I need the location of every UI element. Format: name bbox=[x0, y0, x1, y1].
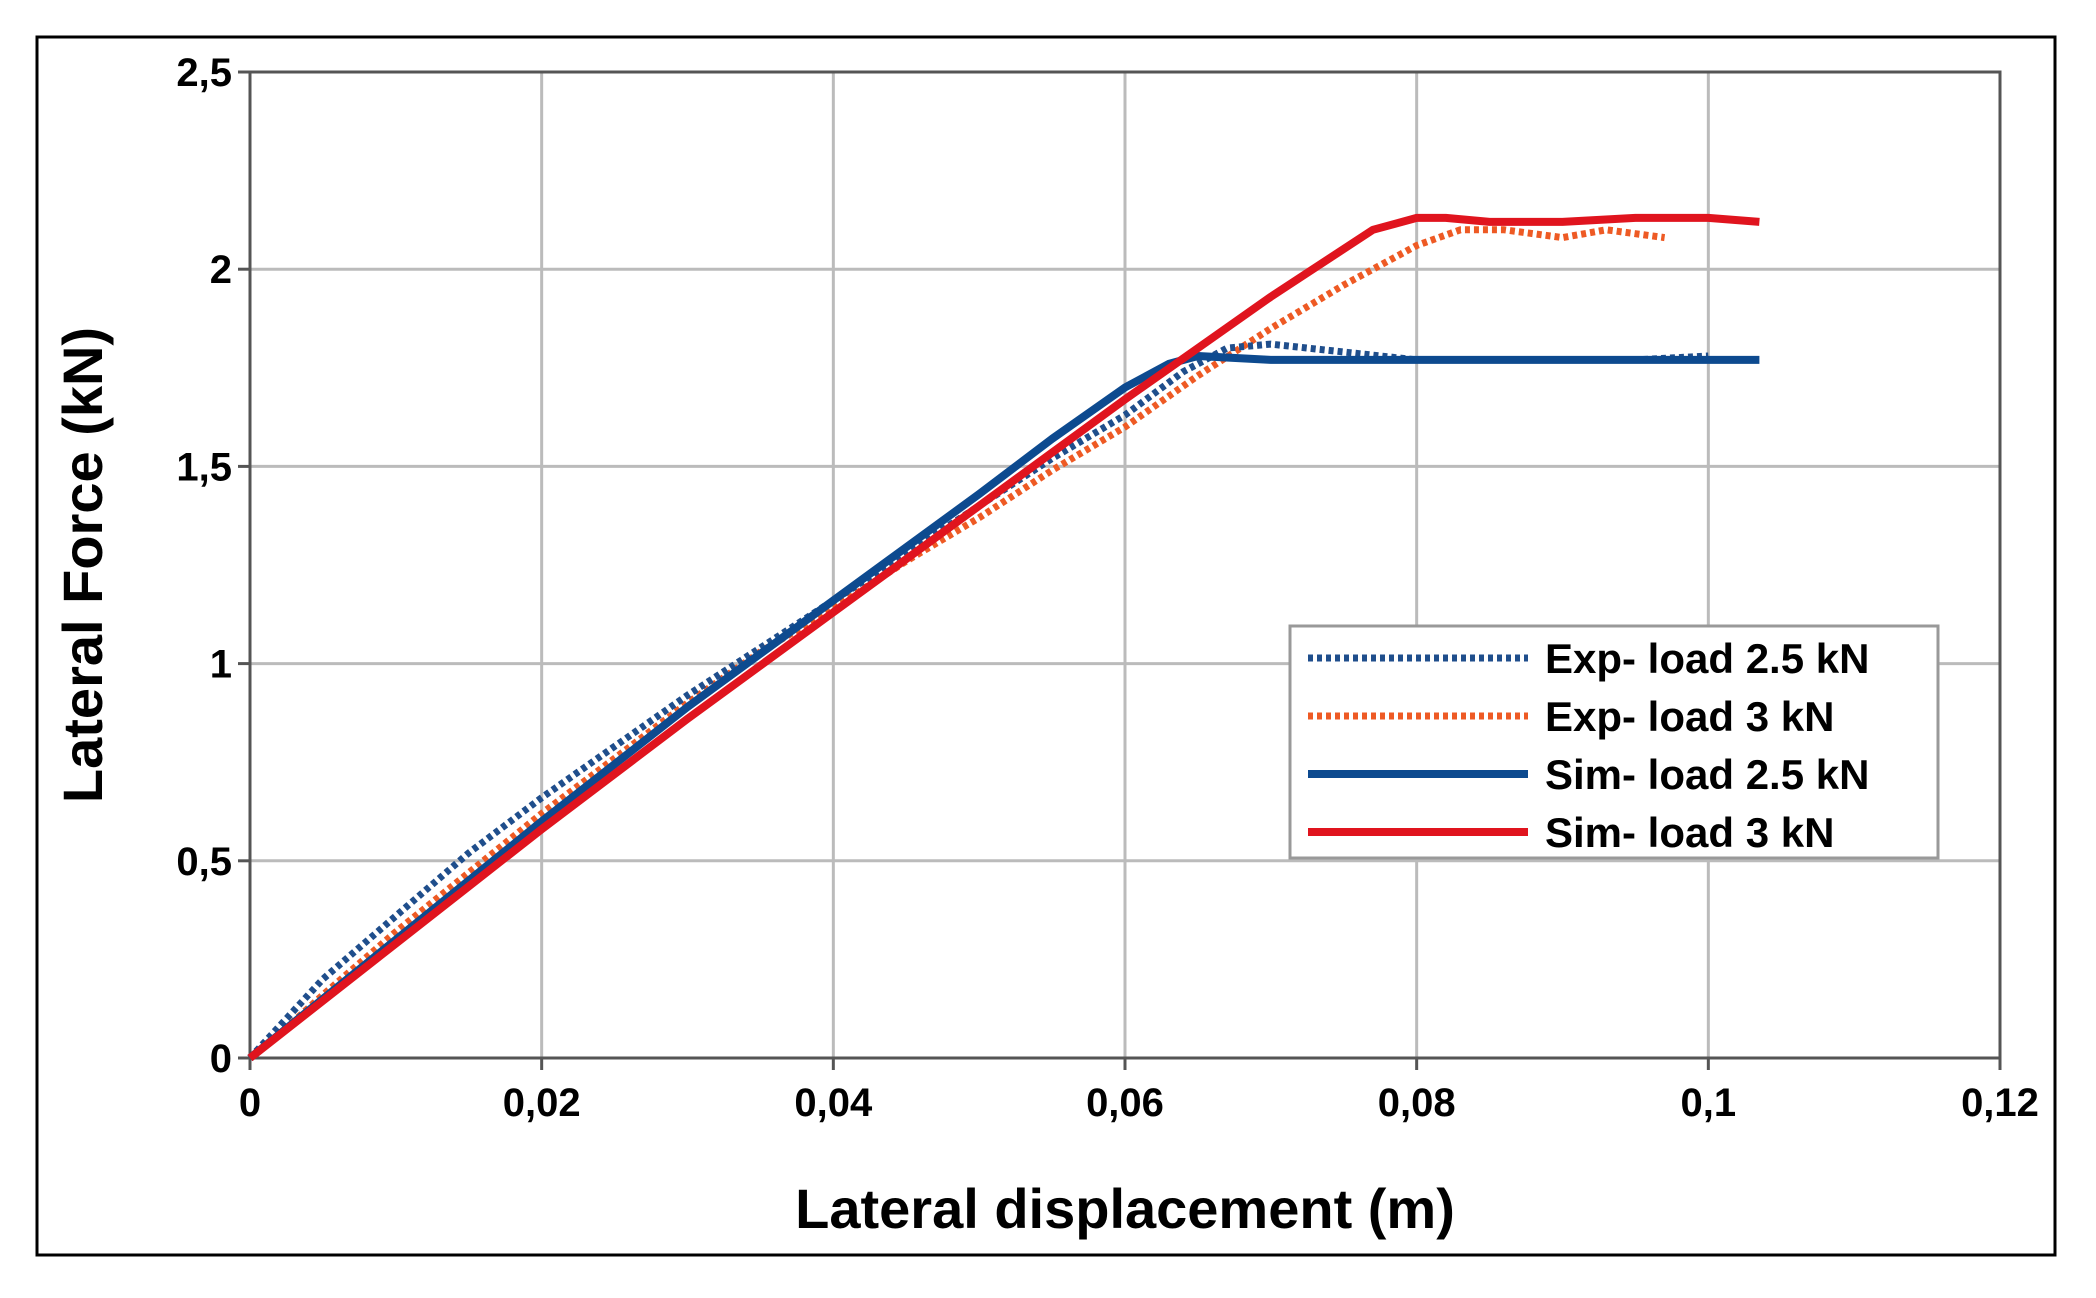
axis-ticks: 0 0,02 0,04 0,06 0,08 0,1 0,12 0 0,5 1 1,5 2 2,5 bbox=[176, 51, 2039, 1125]
y-tick-label: 0 bbox=[210, 1037, 232, 1081]
y-tick-label: 2,5 bbox=[176, 51, 232, 95]
series-line-exp-load-3-kn bbox=[247, 226, 1666, 1061]
y-axis-title: Lateral Force (kN) bbox=[51, 327, 114, 803]
legend-label-exp-3: Exp- load 3 kN bbox=[1545, 693, 1834, 740]
x-tick-label: 0,06 bbox=[1086, 1081, 1164, 1125]
legend: Exp- load 2.5 kN Exp- load 3 kN Sim- loa… bbox=[1288, 624, 1940, 860]
y-tick-label: 1 bbox=[210, 643, 232, 687]
series-line-sim-load-3-kn bbox=[247, 213, 1760, 1062]
x-tick-label: 0 bbox=[239, 1081, 261, 1125]
legend-label-sim-2-5: Sim- load 2.5 kN bbox=[1545, 751, 1869, 798]
series-line-sim-load-2-5-kn bbox=[247, 352, 1760, 1062]
x-tick-label: 0,12 bbox=[1961, 1081, 2039, 1125]
x-tick-label: 0,04 bbox=[794, 1081, 873, 1125]
legend-box bbox=[1288, 624, 1940, 860]
y-tick-label: 2 bbox=[210, 248, 232, 292]
y-tick-label: 0,5 bbox=[176, 840, 232, 884]
x-tick-label: 0,02 bbox=[503, 1081, 581, 1125]
x-tick-label: 0,08 bbox=[1378, 1081, 1456, 1125]
y-tick-label: 1,5 bbox=[176, 445, 232, 489]
series-lines bbox=[247, 213, 1760, 1062]
x-tick-label: 0,1 bbox=[1681, 1081, 1737, 1125]
x-axis-title: Lateral displacement (m) bbox=[795, 1177, 1455, 1240]
legend-label-sim-3: Sim- load 3 kN bbox=[1545, 809, 1834, 856]
legend-label-exp-2-5: Exp- load 2.5 kN bbox=[1545, 635, 1869, 682]
